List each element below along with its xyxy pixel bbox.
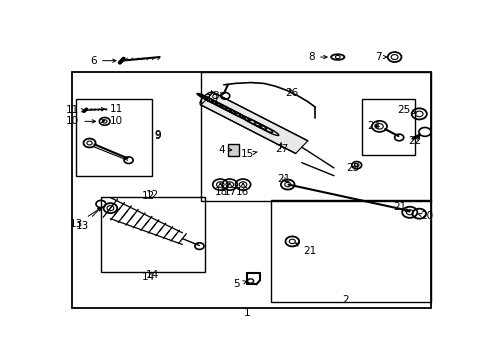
Text: 11: 11: [109, 104, 122, 114]
Text: 12: 12: [142, 191, 155, 201]
Text: 9: 9: [154, 131, 160, 141]
Bar: [271, 200, 430, 302]
Text: 26: 26: [285, 88, 298, 98]
Text: 25: 25: [397, 105, 416, 115]
Bar: [72, 72, 430, 308]
Text: 2: 2: [341, 294, 348, 305]
Text: 21: 21: [295, 243, 316, 256]
Text: 21: 21: [393, 202, 409, 212]
Text: 5: 5: [233, 279, 246, 289]
Bar: [227, 144, 239, 156]
Text: 13: 13: [70, 207, 102, 229]
Text: 22: 22: [407, 136, 420, 146]
Text: 21: 21: [277, 174, 290, 184]
Bar: [76, 99, 152, 176]
Text: 13: 13: [76, 208, 101, 231]
Text: 9: 9: [154, 130, 160, 140]
Bar: [101, 197, 205, 272]
Text: 10: 10: [66, 116, 95, 126]
Text: 7: 7: [374, 52, 386, 62]
Text: 19: 19: [205, 91, 219, 104]
Text: 18: 18: [215, 187, 228, 197]
Text: 4: 4: [218, 145, 231, 155]
Polygon shape: [201, 92, 307, 153]
Text: 6: 6: [90, 56, 116, 66]
Text: 24: 24: [366, 121, 380, 131]
Text: 14: 14: [142, 273, 155, 283]
Text: 3: 3: [211, 91, 224, 101]
Text: 1: 1: [243, 309, 250, 319]
Text: 11: 11: [66, 105, 85, 115]
Text: 20: 20: [417, 211, 433, 221]
Text: 16: 16: [236, 187, 249, 197]
Text: 14: 14: [145, 270, 159, 280]
Text: 27: 27: [275, 144, 288, 153]
Text: 23: 23: [346, 163, 359, 174]
Bar: [201, 72, 430, 201]
Text: 12: 12: [145, 190, 159, 200]
Text: 17: 17: [224, 187, 237, 197]
Text: 10: 10: [109, 116, 122, 126]
Bar: [362, 99, 415, 156]
Text: 8: 8: [308, 52, 326, 62]
Text: 15: 15: [241, 149, 257, 159]
